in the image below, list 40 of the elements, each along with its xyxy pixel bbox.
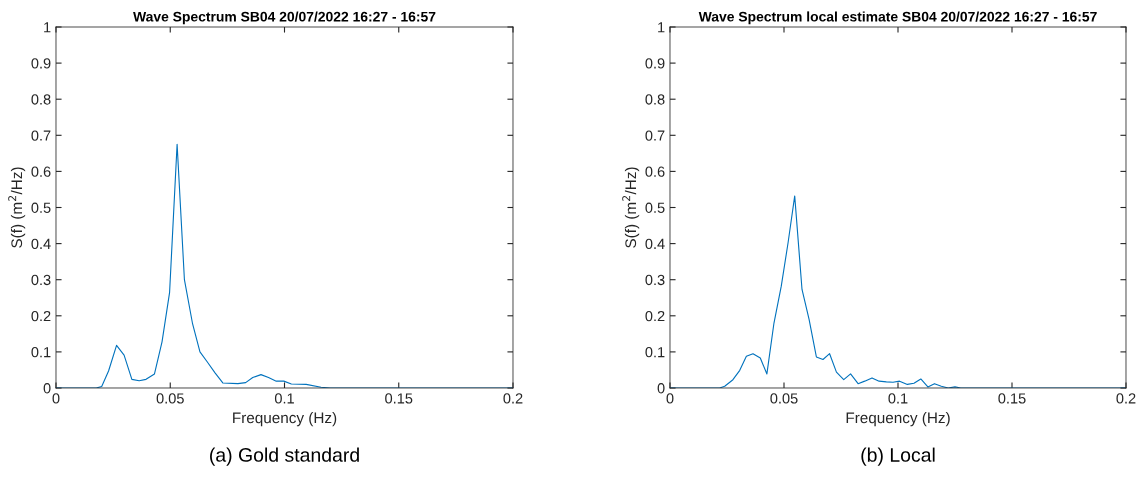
x-tick-label: 0: [52, 393, 60, 404]
y-tick-label: 0: [43, 383, 51, 394]
y-tick-label: 0.3: [31, 274, 51, 286]
text: (b) Local: [861, 447, 935, 466]
x-tick-label: 0.15: [385, 393, 413, 404]
y-tick-label: 0.2: [31, 310, 51, 322]
y-tick-label: 0.2: [645, 310, 665, 322]
y-tick-label: 0.3: [645, 274, 665, 286]
x-tick-label: 0.1: [274, 393, 294, 404]
y-tick-label: 0.4: [31, 238, 51, 250]
y-tick-label: 1: [44, 22, 51, 33]
y-tick-label: 0.9: [31, 58, 51, 69]
x-tick-label: 0.05: [770, 393, 798, 404]
x-tick-label: 0.1: [888, 393, 908, 404]
y-tick-label: 0.7: [645, 130, 665, 141]
y-tick-label: 0.4: [645, 238, 665, 250]
chart-title: Wave Spectrum local estimate SB04 20/07/2022 16:27 - 16:57: [698, 11, 1097, 25]
y-axis-title: S(f) (m$^{2}$/Hz): [8, 167, 26, 248]
text: (a) Gold standard: [210, 447, 359, 466]
x-tick-label: 0.2: [1116, 393, 1136, 404]
x-tick-label: 0.15: [998, 393, 1026, 404]
x-tick-label: 0: [666, 393, 674, 404]
chart-title: Wave Spectrum SB04 20/07/2022 16:27 - 16:57: [133, 11, 436, 25]
x-axis-title: Frequency (Hz): [846, 412, 950, 427]
y-tick-label: 1: [658, 22, 665, 33]
y-tick-label: 0: [657, 383, 665, 394]
y-tick-label: 0.7: [31, 130, 51, 141]
y-tick-label: 0.6: [645, 166, 665, 177]
x-tick-label: 0.2: [503, 393, 523, 404]
y-tick-label: 0.9: [645, 58, 665, 69]
y-tick-label: 0.8: [645, 94, 665, 105]
y-tick-label: 0.5: [31, 202, 51, 213]
x-tick-label: 0.05: [156, 393, 184, 404]
x-axis-title: Frequency (Hz): [233, 412, 337, 427]
y-axis-title: S(f) (m$^{2}$/Hz): [622, 167, 640, 248]
y-tick-label: 0.1: [645, 347, 665, 358]
y-tick-label: 0.8: [31, 94, 51, 105]
y-tick-label: 0.1: [31, 347, 51, 358]
y-tick-label: 0.5: [645, 202, 665, 213]
y-tick-label: 0.6: [31, 166, 51, 177]
